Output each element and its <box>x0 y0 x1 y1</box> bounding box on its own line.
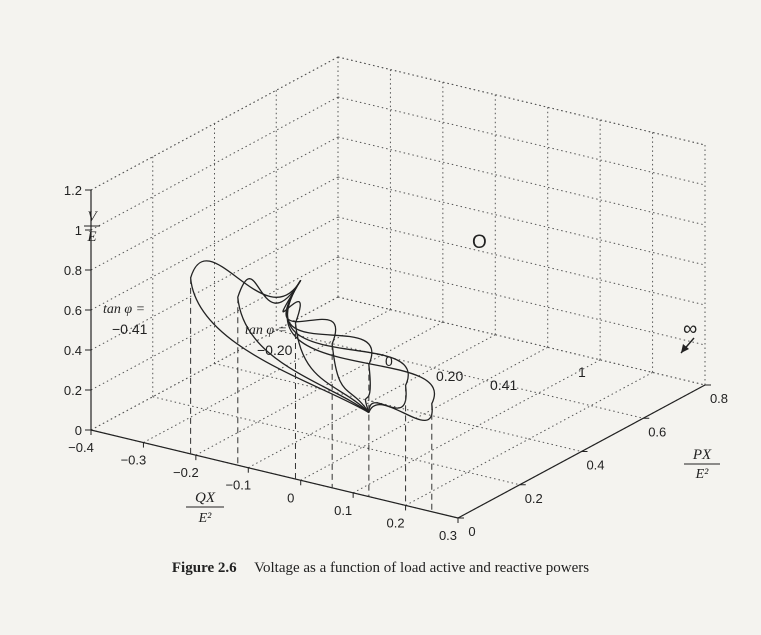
dotted-box-grid <box>90 56 706 519</box>
pv-curve-1 <box>237 278 370 414</box>
qx-tick-label-6: 0.2 <box>387 515 405 530</box>
grid-line-36 <box>90 96 339 231</box>
px-axis-label: PX E² <box>684 447 720 482</box>
grid-line-6 <box>248 334 496 469</box>
v-axis-label: V E <box>84 209 100 245</box>
px-tick-label-0: 0 <box>468 524 475 539</box>
qx-tick-label-4: 0 <box>287 490 294 505</box>
v-label-den: E <box>86 229 96 245</box>
tan-phi-label-2: tan φ = <box>245 323 287 338</box>
pv-curve-2 <box>282 279 370 414</box>
grid-line-27 <box>337 296 706 386</box>
grid-line-40 <box>90 56 339 191</box>
grid-line-18 <box>152 396 520 486</box>
grid-line-8 <box>300 346 548 481</box>
grid-line-2 <box>143 309 391 444</box>
figure-caption: Figure 2.6 Voltage as a function of load… <box>0 560 761 577</box>
curve-label-0: 0 <box>385 353 393 369</box>
grid-line-30 <box>90 216 339 351</box>
tan-phi-value-2: −0.20 <box>257 342 293 358</box>
v-label-num: V <box>87 209 98 225</box>
pv-curve-0 <box>189 260 370 414</box>
curve-label-020: 0.20 <box>436 368 463 384</box>
grid-line-32 <box>90 176 339 311</box>
grid-line-29 <box>337 256 706 346</box>
curve-label-1: 1 <box>578 364 586 380</box>
caption-label: Figure 2.6 <box>171 560 237 576</box>
qx-tick-label-5: 0.1 <box>334 503 352 518</box>
px-tick-label-4: 0.8 <box>710 391 728 406</box>
qx-tick-label-0: −0.4 <box>68 440 94 455</box>
qx-tick-label-3: −0.1 <box>225 478 251 493</box>
projection-lines <box>190 277 433 512</box>
v-tick-label-5: 1 <box>75 223 82 238</box>
grid-line-34 <box>90 136 339 271</box>
grid-line-41 <box>337 56 706 146</box>
v-tick-label-4: 0.8 <box>64 263 82 278</box>
infinity-arrow <box>680 337 695 354</box>
px-label-den: E² <box>695 467 710 482</box>
px-tick-label-1: 0.2 <box>525 491 543 506</box>
qx-tick-label-7: 0.3 <box>439 528 457 543</box>
grid-line-37 <box>337 96 706 186</box>
grid-line-12 <box>405 371 653 506</box>
v-tick-label-6: 1.2 <box>64 183 82 198</box>
qx-tick-label-1: −0.3 <box>121 453 147 468</box>
tick-labels: 0 0.2 0.4 0.6 0.8 1 1.2 −0.4 −0.3 −0.2 −0.1 0 0.1 0.2… <box>64 183 728 543</box>
qx-axis-line <box>90 429 459 519</box>
qx-tick-label-2: −0.2 <box>173 465 199 480</box>
grid-line-31 <box>337 216 706 306</box>
grid-line-33 <box>337 176 706 266</box>
grid-line-35 <box>337 136 706 226</box>
tan-phi-label-1: tan φ = <box>103 302 145 317</box>
pv-curves <box>189 260 435 421</box>
v-tick-label-1: 0.2 <box>64 383 82 398</box>
curve-label-041: 0.41 <box>490 377 517 393</box>
pv-curve-4 <box>286 279 373 413</box>
origin-label: O <box>472 232 487 253</box>
v-tick-label-2: 0.4 <box>64 343 82 358</box>
qx-label-den: E² <box>198 511 213 526</box>
px-tick-label-2: 0.4 <box>586 458 604 473</box>
grid-line-28 <box>90 256 339 391</box>
qx-label-num: QX <box>195 490 216 506</box>
caption-text: Voltage as a function of load active and… <box>254 560 590 576</box>
qx-axis-label: QX E² <box>186 490 224 526</box>
voltage-surface-plot: 0 0.2 0.4 0.6 0.8 1 1.2 −0.4 −0.3 −0.2 −0.1 0 0.1 0.2… <box>64 56 728 543</box>
v-tick-label-0: 0 <box>75 423 82 438</box>
px-label-num: PX <box>692 447 712 463</box>
pv-curve-6 <box>286 279 435 421</box>
pv-curve-3 <box>285 279 370 413</box>
grid-line-10 <box>352 359 601 494</box>
v-tick-label-3: 0.6 <box>64 303 82 318</box>
grid-line-26 <box>90 296 339 431</box>
tan-phi-value-1: −0.41 <box>112 321 148 337</box>
px-tick-label-3: 0.6 <box>648 424 666 439</box>
curve-label-infinity: ∞ <box>683 318 697 340</box>
